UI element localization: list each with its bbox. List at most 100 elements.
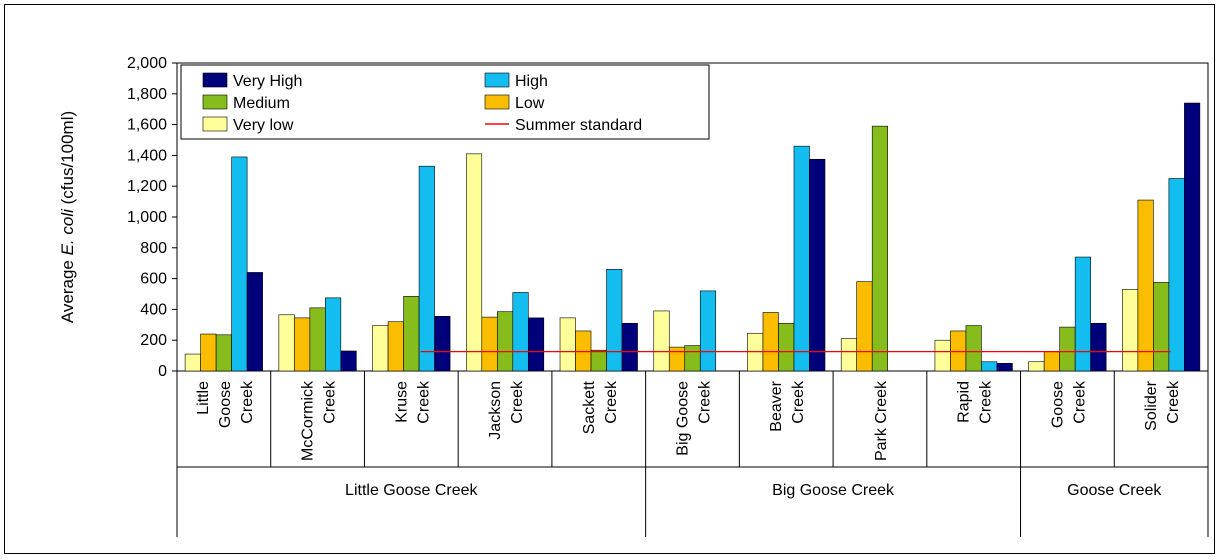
y-axis-label-part: Average: [58, 255, 77, 323]
category-label: Creek: [1165, 380, 1182, 424]
category-label: Creek: [1071, 380, 1088, 424]
category-label: McCormick: [300, 380, 317, 461]
y-tick-label: 400: [140, 301, 167, 318]
bar-high: [325, 297, 342, 372]
bar-very-low: [184, 353, 201, 372]
bar-medium: [871, 125, 889, 372]
y-tick-label: 1,200: [127, 178, 167, 195]
bar-very-low: [372, 325, 389, 372]
y-tick-label: 1,400: [127, 147, 167, 164]
bar-high: [981, 361, 998, 372]
bar-low: [762, 312, 779, 372]
bar-low: [481, 316, 498, 372]
category-label: Creek: [322, 380, 339, 424]
category-label: Little: [195, 381, 212, 415]
group-label: Big Goose Creek: [772, 482, 895, 499]
bar-medium: [403, 296, 420, 372]
category-label: Creek: [978, 380, 995, 424]
bar-high: [606, 269, 623, 372]
bar-medium: [1059, 326, 1076, 372]
y-axis-label-part: E. coli: [58, 208, 77, 256]
bar-low: [950, 330, 967, 372]
bar-medium: [309, 307, 326, 372]
bar-very-low: [559, 317, 576, 372]
bar-high: [699, 290, 717, 372]
y-tick-label: 0: [158, 363, 167, 380]
bar-medium: [1153, 282, 1170, 372]
y-tick-label: 800: [140, 240, 167, 257]
category-label: Creek: [509, 380, 526, 424]
y-axis-label: Average E. coli (cfus/100ml): [58, 111, 77, 323]
category-label: Creek: [790, 380, 807, 424]
bar-low: [1137, 199, 1154, 372]
bar-very-high: [527, 317, 545, 372]
legend-swatch: [202, 72, 228, 88]
bar-very-high: [1090, 322, 1107, 372]
category-label: Beaver: [768, 380, 785, 431]
category-label: Goose: [1049, 381, 1066, 428]
y-tick-label: 1,000: [127, 209, 167, 226]
legend-label: Very low: [233, 117, 294, 134]
y-tick-label: 2,000: [127, 55, 167, 72]
y-tick-label: 1,600: [127, 117, 167, 134]
bar-very-high: [340, 350, 357, 372]
bar-very-low: [1122, 289, 1139, 372]
bar-low: [200, 333, 217, 372]
bar-very-high: [434, 316, 451, 372]
category-label: Creek: [603, 380, 620, 424]
bar-very-low: [1028, 361, 1045, 372]
bar-medium: [778, 322, 795, 372]
legend-label: Very High: [233, 73, 302, 90]
bar-very-high: [246, 272, 263, 372]
y-axis-label-part: (cfus/100ml): [58, 111, 77, 209]
bar-low: [1043, 351, 1060, 372]
y-tick-label: 1,800: [127, 86, 167, 103]
category-label: Solider: [1143, 380, 1160, 430]
bar-high: [1168, 178, 1185, 372]
bar-medium: [590, 349, 607, 372]
bar-medium: [684, 345, 701, 372]
bar-medium: [965, 325, 982, 372]
category-label: Big Goose: [675, 381, 692, 456]
bar-low: [575, 330, 592, 372]
bar-low: [294, 317, 311, 372]
bar-very-low: [465, 153, 483, 372]
group-label: Goose Creek: [1067, 482, 1162, 499]
bar-very-high: [1184, 102, 1201, 372]
category-label: Rapid: [956, 381, 973, 423]
legend-label: Medium: [233, 95, 290, 112]
bar-very-low: [934, 339, 951, 372]
bar-high: [231, 156, 248, 372]
bar-medium: [496, 311, 514, 372]
category-label: Jackson: [487, 381, 504, 440]
legend-label: High: [515, 73, 548, 90]
bar-low: [387, 321, 404, 372]
category-label: Creek: [239, 380, 256, 424]
bar-low: [668, 346, 686, 372]
bar-low: [856, 281, 873, 372]
category-label: Creek: [415, 380, 432, 424]
bar-very-high: [809, 158, 826, 372]
bar-very-low: [278, 314, 295, 372]
legend-swatch: [202, 94, 228, 110]
bar-chart: 0 200 400 600 800 1,000 1,200 1,400 1,600 1,800 2,…: [58, 55, 1209, 537]
category-label: Park Creek: [873, 380, 890, 461]
category-label: Goose: [217, 381, 234, 428]
group-label: Little Goose Creek: [345, 482, 479, 499]
bar-medium: [215, 334, 232, 372]
legend-label: Low: [515, 95, 545, 112]
bar-very-high: [621, 322, 638, 372]
bar-very-low: [840, 338, 858, 372]
legend-swatch: [484, 72, 510, 88]
bar-high: [793, 145, 810, 372]
legend-swatch: [484, 94, 510, 110]
bar-very-high: [996, 362, 1013, 372]
category-label: Creek: [697, 380, 714, 424]
y-tick-label: 600: [140, 271, 167, 288]
chart-frame: 0 200 400 600 800 1,000 1,200 1,400 1,600 1,800 2,…: [4, 4, 1215, 554]
legend-label: Summer standard: [515, 117, 642, 134]
category-label: Kruse: [393, 381, 410, 423]
legend-box: [180, 64, 710, 140]
legend-swatch: [202, 116, 228, 132]
category-label: Sackett: [581, 380, 598, 434]
